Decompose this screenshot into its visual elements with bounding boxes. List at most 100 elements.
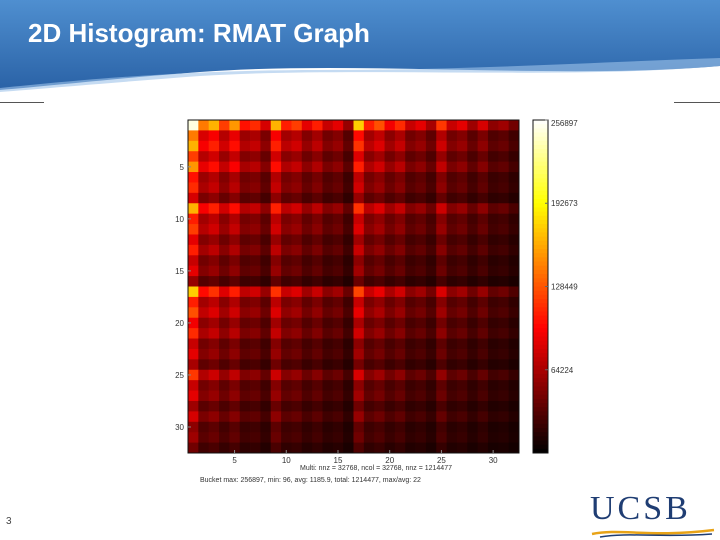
- heatmap-cell: [374, 244, 385, 256]
- heatmap-cell: [436, 265, 447, 277]
- heatmap-cell: [446, 442, 458, 454]
- heatmap-cell: [425, 317, 437, 329]
- heatmap-cell: [498, 234, 510, 246]
- heatmap-cell: [384, 255, 396, 267]
- heatmap-cell: [487, 276, 499, 287]
- heatmap-cell: [456, 276, 468, 287]
- heatmap-cell: [250, 265, 261, 277]
- colorbar-segment: [533, 432, 548, 437]
- heatmap-cell: [332, 411, 344, 423]
- heatmap-cell: [208, 265, 220, 277]
- heatmap-cell: [208, 348, 220, 360]
- heatmap-cell: [467, 369, 479, 381]
- heatmap-cell: [260, 286, 272, 298]
- heatmap-cell: [219, 421, 230, 433]
- heatmap-cell: [467, 390, 479, 402]
- heatmap-cell: [508, 151, 520, 163]
- heatmap-cell: [322, 192, 334, 204]
- heatmap-cell: [343, 244, 354, 256]
- heatmap-cell: [425, 328, 437, 339]
- heatmap-cell: [343, 390, 354, 402]
- colorbar-segment: [533, 444, 548, 450]
- heatmap-cell: [260, 255, 272, 267]
- heatmap-cell: [477, 244, 489, 256]
- heatmap-cell: [239, 120, 251, 131]
- heatmap-cell: [415, 203, 427, 215]
- heatmap-cell: [250, 296, 261, 308]
- heatmap-cell: [467, 400, 479, 412]
- heatmap-cell: [436, 442, 447, 454]
- heatmap-cell: [487, 432, 499, 443]
- heatmap-cell: [374, 338, 385, 350]
- heatmap-cell: [394, 224, 406, 235]
- heatmap-cell: [436, 296, 447, 308]
- heatmap-cell: [384, 390, 396, 402]
- heatmap-cell: [374, 380, 385, 391]
- heatmap-cell: [291, 328, 303, 339]
- heatmap-cell: [446, 265, 458, 277]
- heatmap-cell: [498, 203, 510, 215]
- heatmap-cell: [219, 328, 230, 339]
- heatmap-cell: [239, 213, 251, 225]
- heatmap-cell: [394, 400, 406, 412]
- heatmap-cell: [467, 255, 479, 267]
- heatmap-cell: [384, 421, 396, 433]
- heatmap-cell: [239, 380, 251, 391]
- heatmap-cell: [425, 348, 437, 360]
- heatmap-cell: [291, 140, 303, 152]
- heatmap-cell: [425, 286, 437, 298]
- heatmap-cell: [281, 390, 292, 402]
- heatmap-cell: [467, 348, 479, 360]
- heatmap-cell: [239, 286, 251, 298]
- colorbar-segment: [533, 149, 548, 154]
- heatmap-cell: [456, 348, 468, 360]
- heatmap-cell: [374, 400, 385, 412]
- colorbar-segment: [533, 178, 548, 183]
- heatmap-cell: [384, 161, 396, 173]
- heatmap-cell: [250, 421, 261, 433]
- heatmap-cell: [270, 421, 282, 433]
- heatmap-cell: [239, 276, 251, 287]
- heatmap-cell: [198, 338, 210, 350]
- heatmap-cell: [322, 182, 334, 194]
- heatmap-cell: [456, 130, 468, 142]
- heatmap-cell: [374, 213, 385, 225]
- colorbar-segment: [533, 336, 548, 342]
- heatmap-cell: [322, 421, 334, 433]
- colorbar-segment: [533, 161, 548, 167]
- heatmap-cell: [301, 338, 313, 350]
- heatmap-cell: [219, 432, 230, 443]
- heatmap-cell: [250, 380, 261, 391]
- heatmap-cell: [436, 286, 447, 298]
- heatmap-cell: [477, 338, 489, 350]
- heatmap-cell: [436, 432, 447, 443]
- heatmap-cell: [363, 276, 375, 287]
- heatmap-cell: [208, 338, 220, 350]
- heatmap-cell: [498, 348, 510, 360]
- heatmap-cell: [270, 234, 282, 246]
- heatmap-cell: [260, 411, 272, 423]
- heatmap-cell: [508, 203, 520, 215]
- heatmap-cell: [446, 390, 458, 402]
- heatmap-cell: [250, 400, 261, 412]
- heatmap-cell: [291, 213, 303, 225]
- heatmap-cell: [270, 369, 282, 381]
- heatmap-cell: [270, 296, 282, 308]
- heatmap-cell: [353, 348, 365, 360]
- colorbar-segment: [533, 303, 548, 308]
- heatmap-cell: [405, 276, 416, 287]
- heatmap-cell: [446, 317, 458, 329]
- heatmap-cell: [353, 244, 365, 256]
- right-divider: [674, 102, 720, 103]
- heatmap-cell: [198, 307, 210, 319]
- heatmap-cell: [436, 390, 447, 402]
- heatmap-cell: [425, 296, 437, 308]
- heatmap-cell: [425, 411, 437, 423]
- heatmap-cell: [343, 411, 354, 423]
- heatmap-cell: [239, 400, 251, 412]
- heatmap-cell: [332, 359, 344, 371]
- heatmap-cell: [208, 411, 220, 423]
- heatmap-cell: [332, 328, 344, 339]
- heatmap-cell: [436, 328, 447, 339]
